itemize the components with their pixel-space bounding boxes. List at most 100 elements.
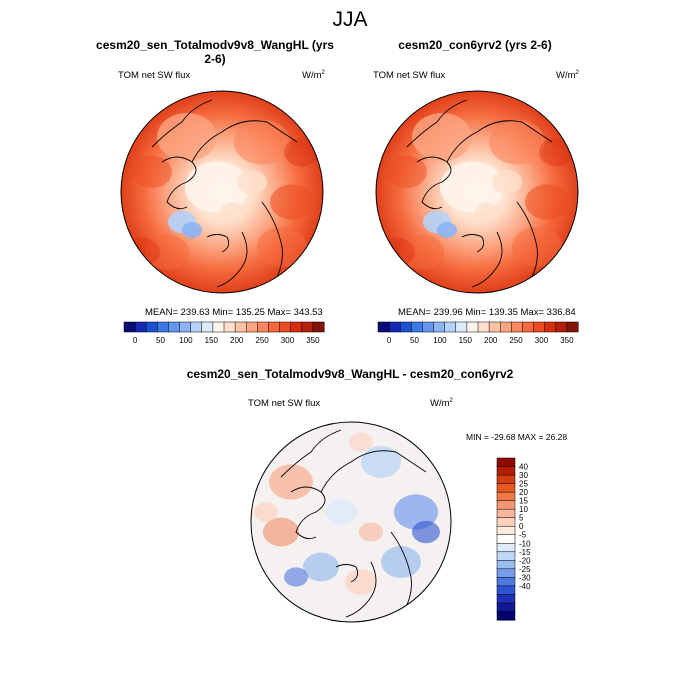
colorbar-box-4 [496, 491, 516, 502]
colorbar-box-9 [496, 534, 516, 544]
colorbar-box-6 [496, 508, 516, 519]
colorbar-tick-label: -25 [519, 565, 531, 574]
colorbar-tick-label: 200 [230, 336, 244, 345]
colorbar-tick-label: 100 [433, 336, 447, 345]
colorbar-box-16 [496, 594, 516, 604]
colorbar-box-5 [496, 500, 516, 510]
colorbar-tick-label: 350 [560, 336, 574, 345]
coastline-0 [290, 486, 326, 540]
colorbar-box-4 [168, 321, 181, 333]
colorbar-box-8 [212, 321, 225, 333]
colorbar-box-3 [411, 321, 423, 333]
coastline-5 [461, 234, 485, 253]
coastline-3 [390, 531, 412, 608]
colorbar-box-7 [496, 517, 516, 527]
field-patch-3 [525, 184, 569, 220]
colorbar-box-3 [496, 483, 516, 493]
colorbar-tick-label: 150 [205, 336, 219, 345]
colorbar-box-6 [190, 321, 203, 333]
colorbar-box-13 [496, 568, 516, 578]
panel-3-stats: MIN = -29.68 MAX = 26.28 [466, 432, 568, 442]
figure-title: JJA [332, 8, 368, 31]
colorbar-box-0 [496, 457, 516, 468]
colorbar-tick-label: 40 [519, 463, 528, 472]
colorbar-tick-label: 350 [306, 336, 320, 345]
colorbar-box-16 [555, 321, 568, 333]
colorbar-tick-label: -40 [519, 582, 531, 591]
panel-3-units: W/m2 [430, 398, 453, 410]
coastline-2 [345, 561, 377, 618]
colorbar-tick-label: 150 [459, 336, 473, 345]
field-patch-1 [489, 119, 545, 165]
coastline-5 [206, 234, 230, 253]
field-patch-7 [284, 567, 308, 587]
colorbar-box-14 [279, 321, 292, 333]
colorbar-box-12 [511, 321, 523, 333]
colorbar-tick-label: 250 [509, 336, 523, 345]
panel-2-stats: MEAN= 239.96 Min= 139.35 Max= 336.84 [398, 307, 576, 318]
coastline-1 [446, 120, 553, 163]
field-patch-8 [182, 222, 202, 238]
field-patch-8 [345, 569, 377, 595]
panel-3-map [250, 421, 452, 623]
colorbar-box-8 [496, 525, 516, 536]
colorbar-box-4 [422, 321, 435, 333]
colorbar-tick-label: 15 [519, 497, 528, 506]
colorbar-tick-label: 50 [410, 336, 419, 345]
coastline-4 [151, 99, 213, 148]
panel-2-title: cesm20_con6yrv2 (yrs 2-6) [398, 38, 552, 52]
field-patch-5 [145, 234, 189, 270]
colorbar-box-14 [533, 321, 546, 333]
panel-1-title: cesm20_sen_Totalmodv9v8_WangHL (yrs 2-6) [96, 38, 334, 66]
colorbar-tick-label: 25 [519, 480, 528, 489]
colorbar-box-15 [290, 321, 303, 333]
colorbar-box-15 [544, 321, 557, 333]
field-patch-5 [400, 234, 444, 270]
field-patch-6 [185, 161, 249, 213]
panel-2-colorbar: 0 50 100 150 200 250 300 350 [377, 321, 579, 345]
field-patch-3 [270, 184, 314, 220]
colorbar-box-17 [496, 602, 516, 613]
colorbar-tick-label: -10 [519, 539, 531, 548]
panel-2-variable-label: TOM net SW flux [373, 70, 446, 81]
colorbar-tick-label: -15 [519, 548, 531, 557]
field-patch-11 [379, 237, 415, 267]
colorbar-tick-label: 5 [519, 514, 524, 523]
colorbar-box-17 [566, 321, 579, 333]
colorbar-box-11 [496, 551, 516, 561]
panel-2-units: W/m2 [556, 70, 579, 82]
coastline-3 [261, 201, 283, 278]
panel-1-stats: MEAN= 239.63 Min= 135.25 Max= 343.53 [145, 307, 323, 318]
field-patch-1 [263, 517, 299, 547]
field-patch-9 [220, 202, 244, 222]
colorbar-box-0 [377, 321, 390, 333]
colorbar-tick-label: 30 [519, 471, 528, 480]
field-patch-6 [303, 552, 339, 582]
panel-1-units: W/m2 [302, 70, 325, 82]
colorbar-box-0 [123, 321, 136, 333]
field-patch-5 [381, 546, 421, 578]
field-patch-8 [437, 222, 457, 238]
colorbar-tick-label: -5 [519, 531, 527, 540]
colorbar-box-12 [496, 560, 516, 570]
colorbar-tick-label: 20 [519, 488, 528, 497]
field-patch-10 [237, 170, 267, 194]
field-patch-9 [325, 499, 357, 525]
field-patch-11 [124, 237, 160, 267]
colorbar-tick-label: 300 [281, 336, 295, 345]
colorbar-box-15 [496, 585, 516, 595]
colorbar-tick-label: 50 [156, 336, 165, 345]
colorbar-tick-label: -20 [519, 556, 531, 565]
panel-1-variable-label: TOM net SW flux [118, 70, 191, 81]
coastline-2 [216, 231, 248, 288]
panel-1-map [120, 90, 324, 294]
field-patch-10 [359, 522, 383, 542]
colorbar-box-3 [157, 321, 169, 333]
colorbar-box-2 [145, 321, 158, 333]
colorbar-box-18 [496, 611, 516, 621]
colorbar-box-9 [223, 321, 236, 333]
colorbar-tick-label: 250 [255, 336, 269, 345]
panel-2-map [375, 90, 579, 294]
